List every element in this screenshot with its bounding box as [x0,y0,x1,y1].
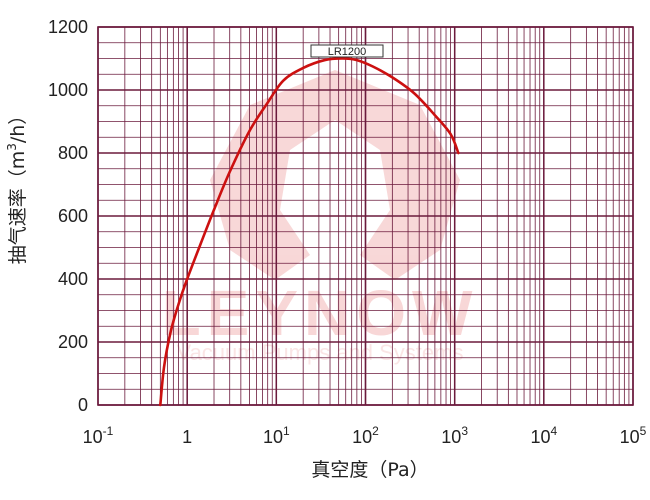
x-tick-base: 10 [620,427,640,447]
y-tick-label: 0 [78,395,88,415]
y-axis-label-sup: 3 [5,143,19,151]
x-tick-base: 10 [83,427,103,447]
x-tick-base: 10 [441,427,461,447]
x-tick-label: 103 [441,424,468,447]
y-axis-label-suffix: /h） [7,106,29,143]
series-label-box [310,44,384,58]
y-tick-label: 600 [58,206,88,226]
x-tick-labels: 10-1 1 101 102 103 104 105 [83,424,647,447]
y-tick-label: 400 [58,269,88,289]
series-layer [159,57,460,407]
x-tick-exponent: 3 [461,424,468,438]
y-tick-label: 200 [58,332,88,352]
x-tick-base: 10 [263,427,283,447]
grid [97,26,634,406]
x-tick-label: 101 [263,424,290,447]
x-tick-exponent: 5 [640,424,647,438]
plot-frame [97,26,634,406]
x-tick-exponent: 1 [283,424,290,438]
x-tick-label: 105 [620,424,647,447]
watermark-subtext: Vacuum Pumps and Systems [177,340,464,365]
plot-border [97,26,634,406]
series-label-text: LR1200 [328,46,367,58]
y-tick-label: 1200 [48,17,88,37]
y-tick-label: 1000 [48,80,88,100]
y-tick-labels: 0 200 400 600 800 1000 1200 [48,17,88,415]
x-tick-exponent: -1 [103,424,114,438]
y-axis-label-prefix: 抽气速率（m [7,151,29,265]
x-tick-label: 10-1 [83,424,114,447]
y-tick-label: 800 [58,143,88,163]
x-tick-base: 10 [352,427,372,447]
watermark-logo: LEYNOW Vacuum Pumps and Systems [162,70,479,365]
series-label: LR1200 [310,44,384,58]
series-line-lr1200 [159,57,460,407]
x-tick-base: 1 [182,427,192,447]
watermark-text: LEYNOW [162,277,479,349]
y-axis-label: 抽气速率（m3/h） [5,106,29,265]
x-axis-label: 真空度（Pa） [311,459,428,481]
x-tick-label: 1 [182,427,192,447]
x-tick-label: 102 [352,424,379,447]
x-tick-exponent: 2 [372,424,379,438]
x-tick-exponent: 4 [551,424,558,438]
x-tick-label: 104 [530,424,557,447]
x-tick-base: 10 [530,427,550,447]
